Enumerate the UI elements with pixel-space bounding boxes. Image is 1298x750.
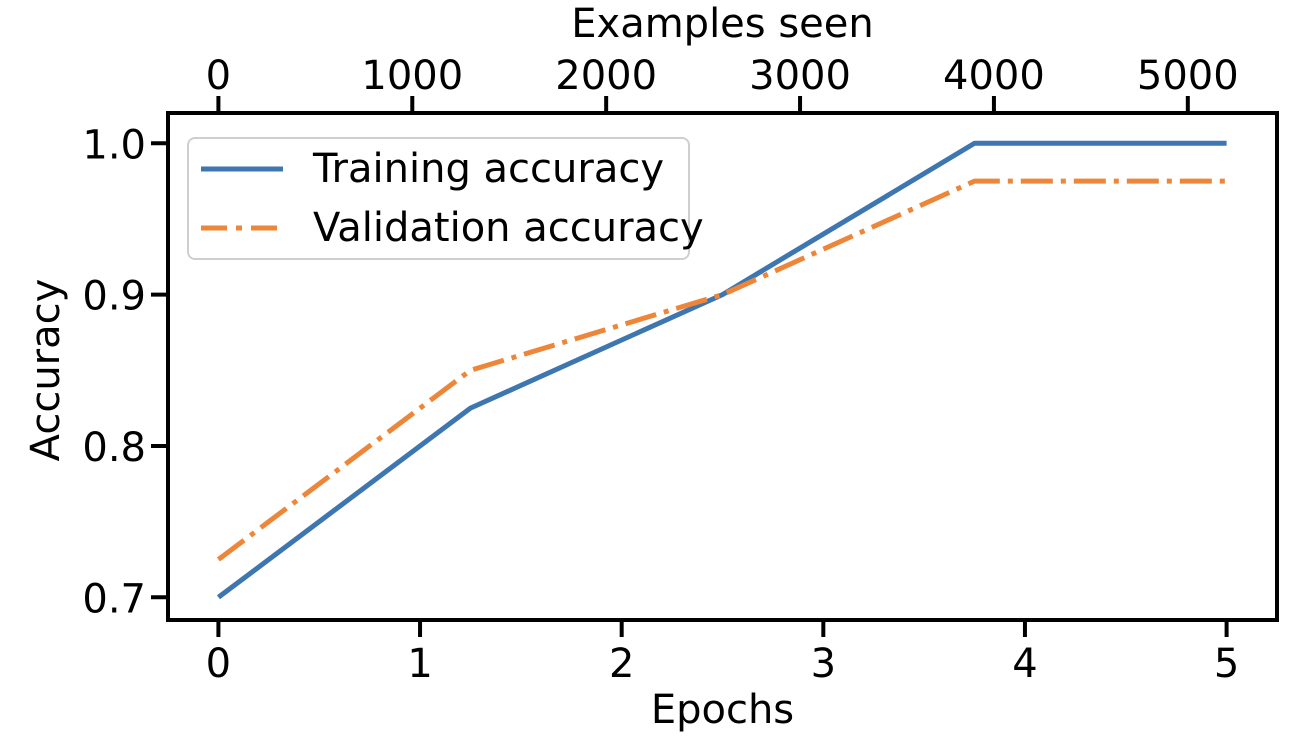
legend: Training accuracy Validation accuracy — [187, 137, 704, 260]
left-tick-label: 1.0 — [82, 122, 146, 168]
bottom-tick-label: 4 — [1012, 641, 1037, 687]
bottom-axis-title: Epochs — [650, 687, 795, 733]
legend-item-validation: Validation accuracy — [201, 200, 704, 256]
validation-line-swatch — [201, 225, 283, 231]
bottom-tick-label: 3 — [811, 641, 836, 687]
plot-spines — [166, 111, 1279, 622]
left-axis-title: Accuracy — [23, 278, 69, 462]
top-tick-label: 3000 — [749, 53, 851, 99]
legend-label-training: Training accuracy — [313, 145, 665, 192]
bottom-tick-label: 5 — [1214, 641, 1239, 687]
training-accuracy-line — [216, 140, 1227, 600]
top-axis-title: Examples seen — [571, 1, 874, 47]
legend-label-validation: Validation accuracy — [313, 205, 704, 252]
left-tick-label: 0.8 — [82, 425, 146, 471]
top-tick-label: 4000 — [943, 53, 1045, 99]
top-tick-label: 0 — [206, 53, 231, 99]
bottom-tick-label: 1 — [407, 641, 432, 687]
legend-item-training: Training accuracy — [201, 141, 688, 197]
bottom-tick-label: 2 — [609, 641, 634, 687]
top-tick-label: 1000 — [361, 53, 463, 99]
top-tick-label: 5000 — [1137, 53, 1239, 99]
left-tick-label: 0.7 — [82, 576, 146, 622]
left-tick-label: 0.9 — [82, 274, 146, 320]
top-tick-label: 2000 — [555, 53, 657, 99]
training-line-swatch — [201, 166, 283, 172]
bottom-tick-label: 0 — [206, 641, 231, 687]
